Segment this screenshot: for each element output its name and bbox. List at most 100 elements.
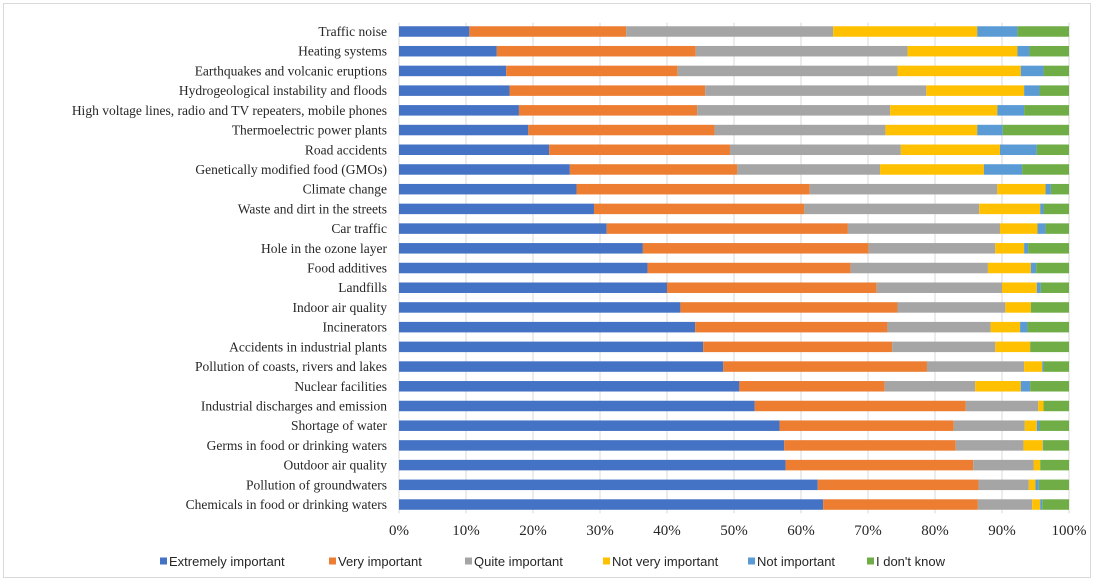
- x-tick-label: 90%: [988, 523, 1016, 539]
- bar-segment: [817, 479, 979, 491]
- bar-segment: [1038, 479, 1069, 491]
- bar-segment: [1020, 65, 1044, 77]
- bar-segment: [1050, 183, 1069, 195]
- x-axis-tick-labels: 0% 10% 20% 30% 40% 50% 60% 70% 80% 90% 100%: [389, 523, 1087, 539]
- bar-segment: [1028, 479, 1036, 491]
- bar-segment: [1042, 440, 1044, 451]
- x-tick-label: 10%: [452, 523, 480, 539]
- bar-segment: [990, 321, 1021, 333]
- legend-swatch: [329, 557, 336, 565]
- category-label: Car traffic: [331, 221, 387, 236]
- bar-segment: [1043, 361, 1069, 372]
- bar-segment: [729, 144, 901, 156]
- bar-segment: [518, 105, 698, 116]
- bar-segment: [399, 262, 648, 274]
- x-tick-label: 80%: [921, 523, 949, 539]
- bar-segment: [1045, 183, 1051, 195]
- bar-segment: [399, 85, 510, 96]
- bar-segment: [884, 381, 976, 392]
- category-label: High voltage lines, radio and TV repeate…: [72, 103, 387, 118]
- bar-segment: [987, 262, 1031, 274]
- bar-segment: [737, 164, 881, 175]
- bar-segment: [576, 183, 810, 195]
- bar-segment: [1036, 420, 1040, 431]
- bar-segment: [754, 400, 966, 412]
- category-label: Genetically modified food (GMOs): [195, 162, 387, 177]
- bar-segment: [399, 459, 786, 471]
- bar-segment: [1045, 223, 1069, 234]
- x-tick-label: 50%: [720, 523, 748, 539]
- bar-segment: [926, 85, 1025, 96]
- bar-segment: [1023, 440, 1043, 451]
- bar-segment: [876, 282, 1002, 293]
- category-label: Industrial discharges and emission: [201, 398, 387, 413]
- bar-segment: [999, 144, 1037, 156]
- bar-segment: [399, 26, 470, 37]
- bar-segment: [1024, 85, 1040, 96]
- bar-segment: [399, 183, 577, 195]
- bar-segment: [680, 302, 898, 313]
- bar-segment: [399, 400, 755, 412]
- bar-segment: [399, 243, 643, 254]
- bar-segment: [1032, 499, 1041, 510]
- bar-segment: [979, 203, 1041, 215]
- bar-segment: [642, 243, 869, 254]
- bar-segment: [1028, 243, 1069, 254]
- bar-segment: [695, 45, 908, 57]
- bar-segment: [703, 341, 893, 353]
- bar-segment: [399, 203, 594, 215]
- bar-segment: [509, 85, 706, 96]
- bar-segment: [1029, 45, 1069, 57]
- bar-segment: [1030, 302, 1069, 313]
- bar-segment: [880, 164, 984, 175]
- bar-segment: [983, 164, 1023, 175]
- bar-segment: [399, 223, 607, 234]
- x-tick-label: 100%: [1052, 523, 1087, 539]
- bar-segment: [955, 440, 1024, 451]
- x-tick-label: 70%: [854, 523, 882, 539]
- bar-segment: [1040, 499, 1043, 510]
- bar-segment: [714, 124, 886, 136]
- category-label: Outdoor air quality: [284, 458, 388, 473]
- x-tick-label: 20%: [519, 523, 547, 539]
- bar-segment: [897, 302, 1006, 313]
- bar-segment: [1033, 459, 1041, 471]
- bar-segment: [399, 164, 570, 175]
- bar-segment: [1024, 420, 1037, 431]
- bar-segment: [606, 223, 848, 234]
- bar-segment: [697, 105, 891, 116]
- category-label: Nuclear facilities: [294, 379, 387, 394]
- bar-segment: [973, 459, 1034, 471]
- bar-segment: [784, 440, 956, 451]
- bar-segment: [999, 223, 1038, 234]
- category-label: Germs in food or drinking waters: [207, 438, 387, 453]
- bar-segment: [977, 26, 1018, 37]
- x-tick-label: 60%: [787, 523, 815, 539]
- bar-segment: [1002, 124, 1069, 136]
- legend-swatch: [867, 557, 874, 565]
- bar-segment: [978, 479, 1029, 491]
- bar-segment: [1040, 203, 1044, 215]
- bar-segment: [1039, 420, 1069, 431]
- bar-segment: [779, 420, 954, 431]
- x-tick-label: 30%: [586, 523, 614, 539]
- category-label: Road accidents: [305, 142, 387, 157]
- category-label: Accidents in industrial plants: [229, 339, 387, 354]
- bar-segment: [847, 223, 1000, 234]
- bar-segment: [1040, 459, 1069, 471]
- category-label: Hole in the ozone layer: [261, 241, 387, 256]
- bar-segment: [1020, 381, 1031, 392]
- bar-segment: [399, 381, 740, 392]
- bar-segment: [1017, 26, 1069, 37]
- category-label: Shortage of water: [291, 418, 387, 433]
- bar-segment: [997, 183, 1046, 195]
- bar-segment: [399, 124, 529, 136]
- bar-segment: [399, 420, 780, 431]
- category-label: Food additives: [307, 261, 387, 276]
- bar-segment: [399, 45, 497, 57]
- legend-label: Quite important: [474, 554, 563, 569]
- bar-segment: [1043, 65, 1069, 77]
- bar-segment: [1027, 321, 1069, 333]
- x-tick-label: 0%: [389, 523, 409, 539]
